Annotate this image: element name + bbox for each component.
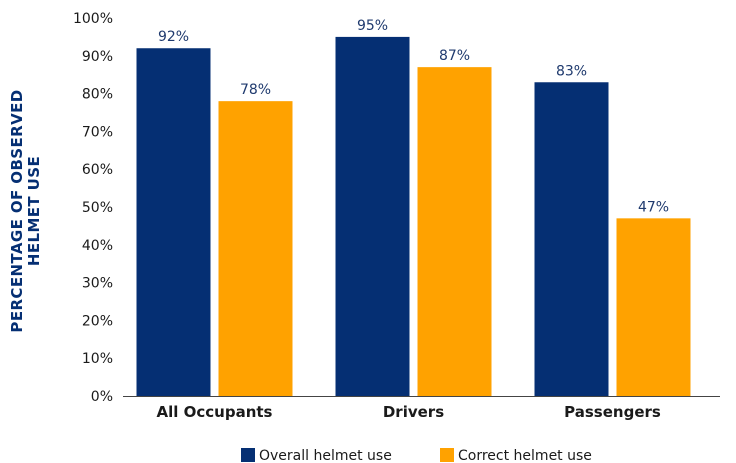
data-label: 78% [240, 82, 271, 98]
bars [136, 36, 691, 397]
legend-swatch [440, 448, 454, 462]
y-tick-label: 60% [82, 162, 113, 178]
legend-label: Correct helmet use [458, 448, 592, 463]
y-axis-title-line: HELMET USE [25, 156, 43, 266]
bar [218, 101, 293, 396]
data-labels: 92% 78% 95% 87% 83% 47% [158, 18, 669, 215]
y-tick-label: 0% [91, 389, 113, 405]
data-label: 87% [439, 48, 470, 64]
legend: Overall helmet use Correct helmet use [241, 448, 592, 463]
y-tick-label: 50% [82, 200, 113, 216]
data-label: 83% [556, 63, 587, 79]
data-label: 47% [638, 199, 669, 215]
bar [136, 48, 211, 397]
y-tick-label: 70% [82, 124, 113, 140]
bar [417, 67, 492, 396]
y-axis-title: PERCENTAGE OF OBSERVED HELMET USE [8, 89, 43, 332]
x-category-label: Passengers [564, 403, 661, 421]
y-tick-label: 20% [82, 313, 113, 329]
y-tick-label: 100% [73, 11, 113, 27]
y-tick-label: 80% [82, 87, 113, 103]
y-tick-label: 10% [82, 351, 113, 367]
data-label: 92% [158, 29, 189, 45]
x-category-label: Drivers [383, 403, 444, 421]
bar [534, 82, 609, 396]
x-axis-categories: All Occupants Drivers Passengers [157, 403, 661, 421]
y-axis-ticks: 0% 10% 20% 30% 40% 50% 60% 70% 80% 90% 100% [73, 11, 113, 405]
x-category-label: All Occupants [157, 403, 273, 421]
y-axis-title-line: PERCENTAGE OF OBSERVED [8, 89, 26, 332]
y-tick-label: 30% [82, 276, 113, 292]
y-tick-label: 40% [82, 238, 113, 254]
bar [335, 36, 410, 397]
data-label: 95% [357, 18, 388, 34]
bar [616, 218, 691, 396]
y-tick-label: 90% [82, 49, 113, 65]
legend-swatch [241, 448, 255, 462]
legend-label: Overall helmet use [259, 448, 392, 463]
